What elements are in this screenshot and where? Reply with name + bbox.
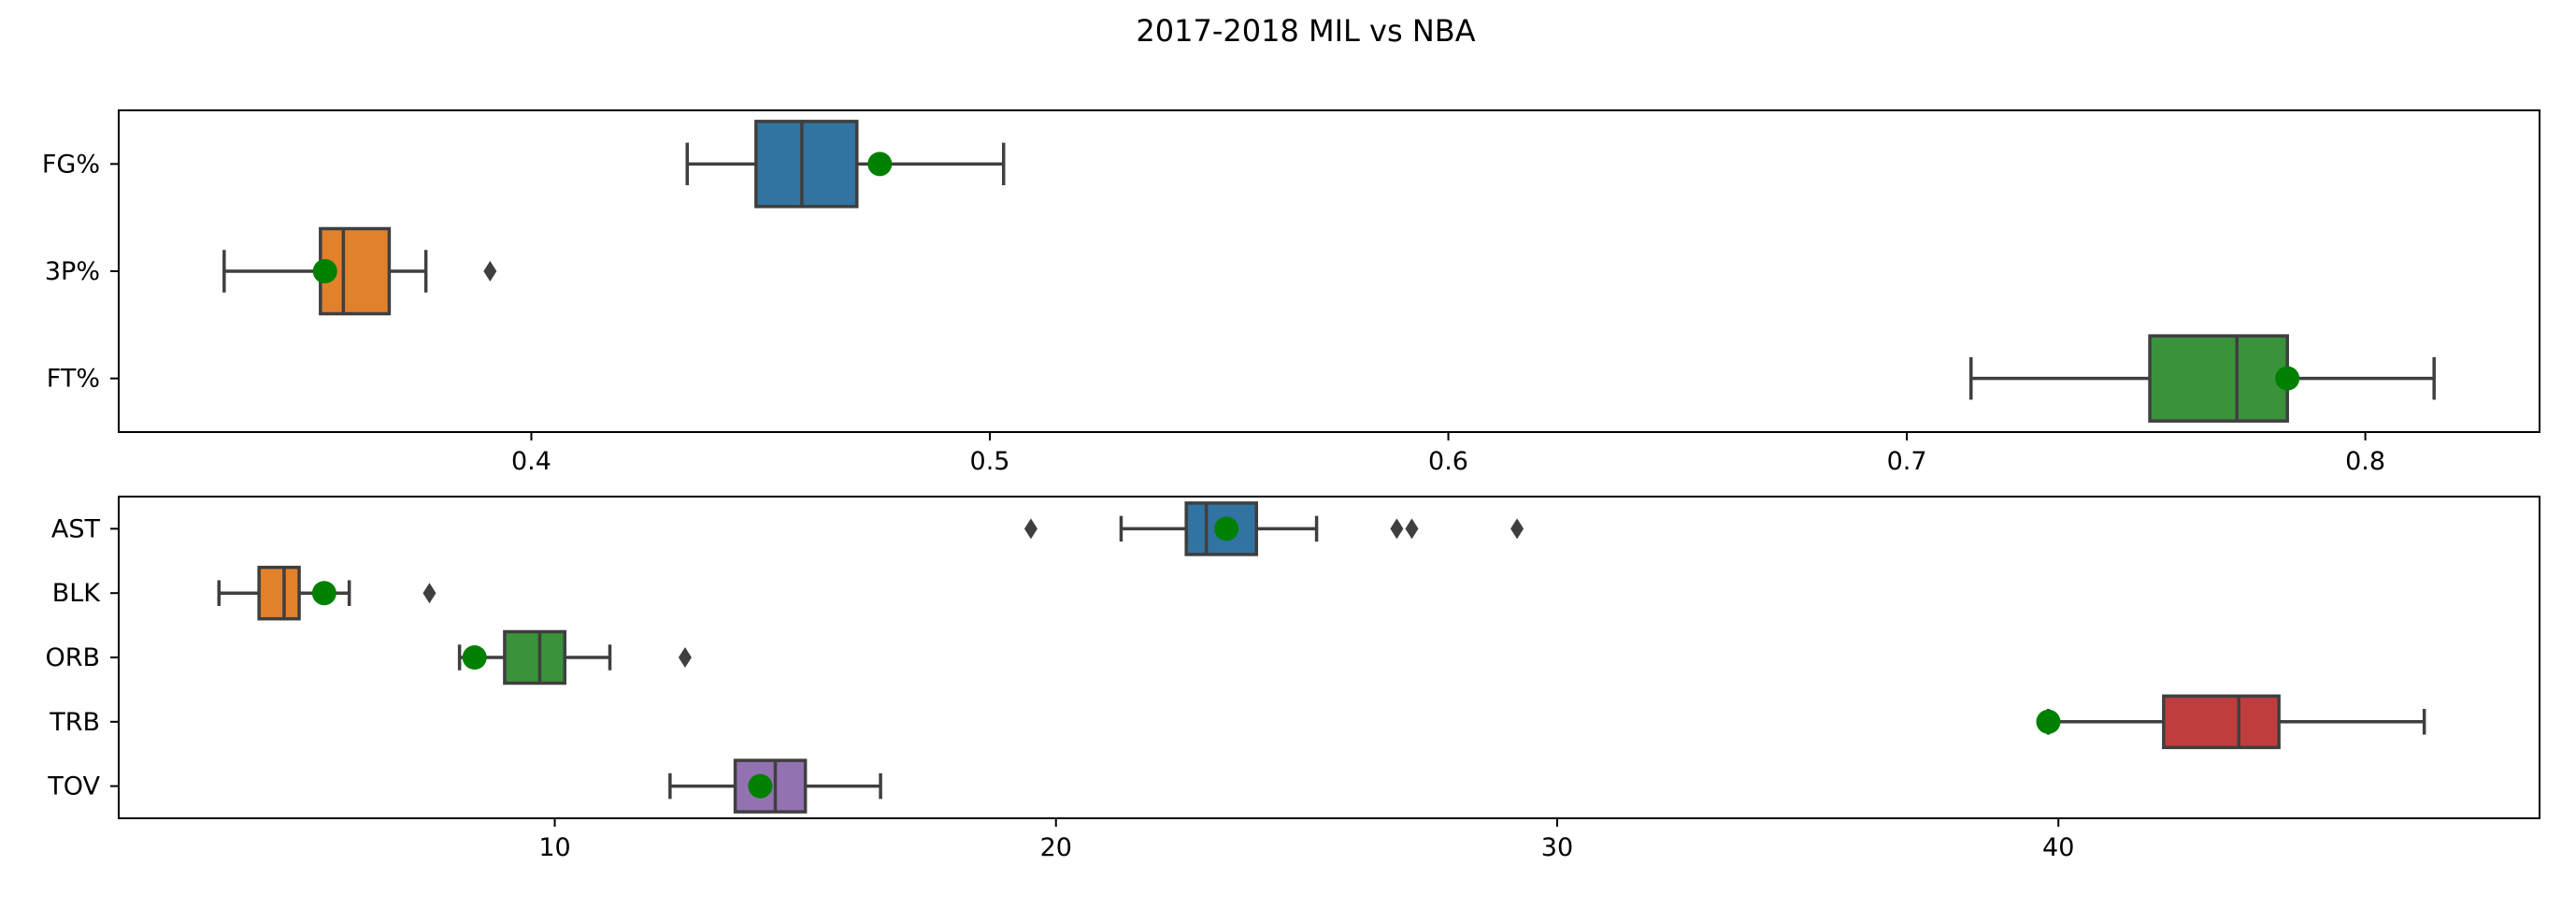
box-blk <box>257 565 301 621</box>
box-orb <box>503 629 566 685</box>
box-plot-shooting-percentages: 0.4 0.5 0.6 0.7 0.8 FG% 3P% FT% <box>42 109 2540 476</box>
outlier-ast <box>1405 518 1419 540</box>
team-marker-fg-pct <box>867 152 893 177</box>
x-tick-label: 30 <box>1541 833 1573 862</box>
team-marker-orb <box>462 645 487 670</box>
box-ft-pct <box>2148 334 2289 423</box>
x-tick-label: 10 <box>538 833 570 862</box>
box-tov <box>733 758 808 814</box>
y-tick-label-3p-pct: 3P% <box>45 257 100 286</box>
team-marker-3p-pct <box>312 259 337 283</box>
x-tick-label: 0.5 <box>970 447 1010 476</box>
x-tick-label: 40 <box>2042 833 2074 862</box>
x-tick-label: 20 <box>1040 833 1072 862</box>
plot-frame <box>118 496 2540 819</box>
team-marker-trb <box>2036 709 2061 734</box>
y-tick-label-ast: AST <box>51 514 101 543</box>
x-tick-label: 0.7 <box>1887 447 1927 476</box>
figure-title: 2017-2018 MIL vs NBA <box>1136 13 1475 49</box>
team-marker-ft-pct <box>2275 366 2300 391</box>
box-fg-pct <box>754 120 859 209</box>
plot-frame <box>118 109 2540 433</box>
outlier-blk <box>422 583 436 604</box>
y-tick-label-orb: ORB <box>45 643 100 672</box>
box-trb <box>2162 694 2281 750</box>
x-tick-label: 0.8 <box>2345 447 2385 476</box>
box-plot-counting-stats: 10 20 30 40 AST BLK ORB TRB TOV <box>45 496 2540 862</box>
team-marker-ast <box>1214 516 1239 541</box>
outlier-3p-pct <box>483 261 497 281</box>
x-tick-label: 0.6 <box>1428 447 1468 476</box>
y-tick-label-trb: TRB <box>49 708 100 737</box>
outlier-orb <box>678 647 692 668</box>
team-marker-tov <box>748 773 773 799</box>
outlier-ast <box>1510 518 1524 540</box>
outlier-ast <box>1023 518 1038 540</box>
outlier-ast <box>1390 518 1404 540</box>
y-tick-label-ft-pct: FT% <box>47 365 100 394</box>
x-tick-label: 0.4 <box>511 447 551 476</box>
y-tick-label-tov: TOV <box>47 772 100 801</box>
team-marker-blk <box>311 581 336 606</box>
y-tick-label-fg-pct: FG% <box>42 150 100 179</box>
y-tick-label-blk: BLK <box>52 579 102 608</box>
